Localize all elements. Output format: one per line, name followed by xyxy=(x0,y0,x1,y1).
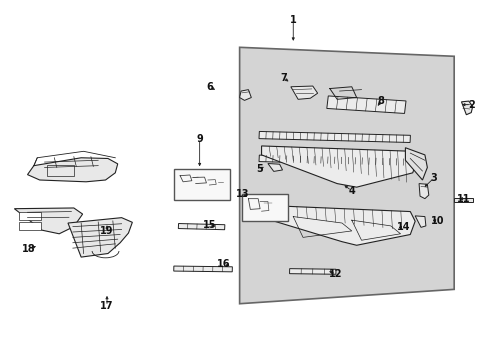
Text: 2: 2 xyxy=(467,100,474,110)
Bar xyxy=(242,194,288,221)
Text: 3: 3 xyxy=(429,173,436,183)
Polygon shape xyxy=(27,158,118,182)
Polygon shape xyxy=(326,96,405,113)
Text: 15: 15 xyxy=(202,220,216,230)
Polygon shape xyxy=(259,205,414,245)
Polygon shape xyxy=(290,86,317,99)
Text: 17: 17 xyxy=(100,301,114,311)
Text: 5: 5 xyxy=(255,164,262,174)
Polygon shape xyxy=(453,198,472,202)
Text: 1: 1 xyxy=(289,15,296,26)
Polygon shape xyxy=(68,218,132,257)
Polygon shape xyxy=(259,131,409,143)
Polygon shape xyxy=(259,155,409,166)
Polygon shape xyxy=(239,47,453,304)
Text: 6: 6 xyxy=(205,82,212,92)
Text: 10: 10 xyxy=(430,216,444,226)
Text: 19: 19 xyxy=(100,226,114,236)
Polygon shape xyxy=(173,266,232,272)
Text: 11: 11 xyxy=(456,194,470,204)
Polygon shape xyxy=(14,208,82,234)
Bar xyxy=(19,212,41,220)
Polygon shape xyxy=(461,101,472,115)
Polygon shape xyxy=(414,216,425,227)
Text: 8: 8 xyxy=(377,96,384,106)
Text: 18: 18 xyxy=(22,244,36,254)
Text: 4: 4 xyxy=(347,186,354,196)
Polygon shape xyxy=(289,269,335,274)
Polygon shape xyxy=(178,224,224,230)
Text: 13: 13 xyxy=(236,189,249,199)
Text: 7: 7 xyxy=(280,73,286,83)
Bar xyxy=(173,169,229,200)
Text: 12: 12 xyxy=(329,269,342,279)
Text: 9: 9 xyxy=(196,134,203,144)
Bar xyxy=(19,222,41,230)
Polygon shape xyxy=(239,90,251,100)
Polygon shape xyxy=(418,184,428,199)
Polygon shape xyxy=(261,146,417,187)
Bar xyxy=(47,165,74,176)
Text: 16: 16 xyxy=(217,259,230,269)
Text: 14: 14 xyxy=(396,222,410,232)
Polygon shape xyxy=(405,148,427,180)
Polygon shape xyxy=(267,163,282,171)
